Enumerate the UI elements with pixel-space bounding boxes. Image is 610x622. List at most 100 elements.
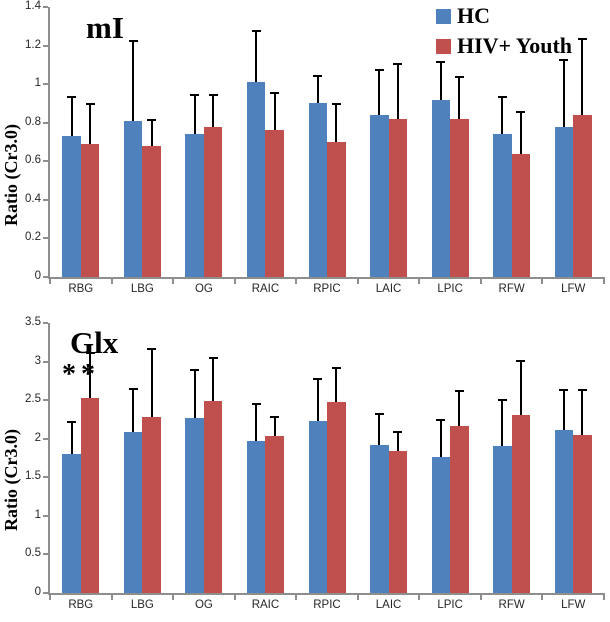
error-bar [378, 68, 381, 115]
chart-title-glx: Glx [70, 325, 119, 360]
legend: HC HIV+ Youth [436, 4, 572, 64]
error-bar-cap [128, 39, 138, 42]
error-bar [255, 30, 258, 83]
x-tick-mark [110, 279, 113, 284]
error-bar [378, 413, 381, 445]
y-tick-label: 0.8 [25, 115, 41, 128]
y-tick-mark [43, 360, 48, 363]
bar-hc-rbg [62, 454, 81, 593]
bar-hiv-rpic [327, 142, 346, 277]
legend-item-hiv-youth: HIV+ Youth [436, 34, 572, 58]
x-category-label: OG [194, 283, 213, 295]
error-bar [581, 37, 584, 115]
bar-hc-laic [370, 115, 389, 277]
bar-hc-lfw [554, 126, 574, 277]
x-axis-line [48, 593, 605, 595]
x-tick-mark [295, 279, 298, 284]
x-category-label: LFW [561, 599, 586, 611]
bar-hiv-og [203, 126, 223, 277]
x-tick-mark [356, 595, 359, 600]
x-tick-mark [172, 279, 175, 284]
legend-label-hiv-youth: HIV+ Youth [457, 33, 573, 58]
error-bar-cap [128, 387, 138, 390]
y-tick-label: 1.5 [25, 470, 41, 483]
error-bar [273, 91, 276, 131]
bar-hc-og [185, 417, 204, 593]
x-category-label: LBG [130, 283, 154, 295]
x-category-label: RFW [498, 283, 525, 295]
error-bar-cap [331, 366, 341, 369]
bar-hiv-rfw [511, 414, 531, 593]
error-bar-cap [147, 118, 157, 121]
chart-glx: 0 0.5 1 1.5 2 2.5 3 3.5 RBG LBG OG RAIC RPIC LAIC LPIC… [0, 311, 610, 622]
error-bar-cap [393, 62, 403, 65]
plot-area-mi: 0 0.2 0.4 0.6 0.8 1 1.2 1.4 RBG LBG OG RAIC RPIC LAIC… [25, 0, 605, 295]
bar-hiv-laic [388, 451, 408, 593]
x-tick-mark [541, 279, 544, 284]
y-tick-label: 0 [34, 270, 41, 282]
bar-hiv-lbg [142, 417, 161, 593]
bar-hiv-raic [265, 436, 284, 593]
bar-hiv-rbg [80, 143, 100, 277]
x-category-label: RAIC [251, 283, 280, 295]
significance-asterisks: ** [62, 359, 100, 390]
y-tick-label: 0 [34, 586, 41, 598]
bar-hc-raic [246, 82, 266, 277]
error-bar-cap [147, 348, 157, 351]
x-category-label: RPIC [313, 599, 341, 611]
error-bar-cap [454, 390, 464, 393]
error-bar-cap [190, 369, 200, 372]
x-category-label: LBG [130, 599, 154, 611]
y-tick-mark [43, 476, 48, 479]
error-bar-cap [67, 420, 77, 423]
error-bar [519, 111, 522, 154]
error-bar-cap [374, 413, 384, 416]
y-axis-title-glx: Ratio (Cr3.0) [1, 429, 21, 531]
y-tick-mark [43, 83, 48, 86]
error-bar-cap [436, 418, 446, 421]
bar-hiv-laic [388, 118, 408, 277]
error-bar [439, 61, 442, 100]
legend-item-hc: HC [436, 4, 572, 28]
bar-hiv-raic [265, 130, 284, 277]
x-tick-mark [172, 595, 175, 600]
error-bar-cap [208, 93, 218, 96]
bar-hc-rpic [308, 103, 327, 277]
x-tick-mark [356, 279, 359, 284]
x-category-label: LPIC [437, 283, 463, 295]
y-tick-label: 1.2 [25, 38, 41, 51]
bar-hc-rfw [493, 446, 512, 593]
x-category-label: LAIC [375, 599, 402, 611]
error-bar [501, 399, 504, 447]
x-tick-mark [479, 595, 482, 600]
error-bar [519, 360, 522, 415]
x-tick-mark [49, 279, 51, 284]
error-bar-cap [559, 59, 569, 62]
bar-hc-laic [370, 444, 389, 593]
x-category-label: LAIC [375, 283, 402, 295]
bar-hiv-lpic [450, 118, 469, 277]
x-category-label: LPIC [437, 599, 463, 611]
bar-hiv-rpic [327, 401, 346, 593]
error-bar [562, 389, 565, 431]
x-tick-mark [603, 279, 605, 284]
error-bar [335, 103, 338, 142]
error-bar [212, 356, 215, 401]
error-bar [316, 377, 319, 421]
error-bar-cap [313, 377, 323, 380]
bar-hc-og [185, 134, 204, 277]
y-tick-mark [43, 514, 48, 517]
bar-hiv-rfw [511, 153, 531, 277]
error-bar [396, 431, 399, 452]
y-axis-line [48, 7, 50, 279]
y-tick-mark [43, 553, 48, 556]
error-bar [70, 420, 73, 455]
y-tick-label: 1.4 [25, 0, 41, 12]
bar-hc-lbg [123, 431, 143, 593]
error-bar-cap [251, 30, 261, 33]
y-tick-mark [43, 437, 48, 440]
error-bar [193, 369, 196, 418]
error-bar-cap [516, 360, 526, 363]
y-tick-mark [43, 592, 48, 594]
error-bar-cap [374, 68, 384, 71]
